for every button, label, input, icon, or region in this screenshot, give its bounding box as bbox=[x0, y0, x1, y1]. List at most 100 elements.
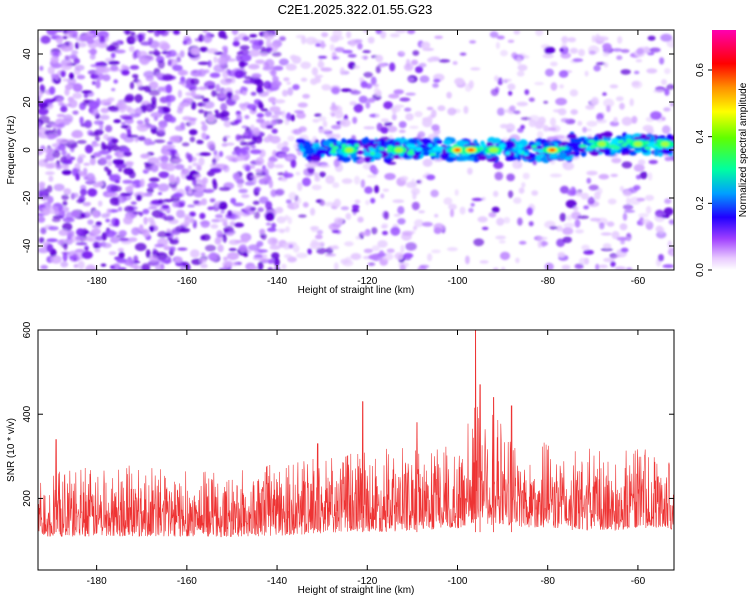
heatmap-cell bbox=[252, 256, 264, 261]
heatmap-cell bbox=[622, 204, 634, 210]
heatmap-cell bbox=[622, 212, 628, 221]
heatmap-cell bbox=[234, 239, 245, 244]
heatmap-cell bbox=[223, 48, 228, 55]
heatmap-cell bbox=[598, 148, 606, 153]
heatmap-cell bbox=[225, 155, 236, 160]
heatmap-cell bbox=[535, 154, 542, 163]
heatmap-cell bbox=[263, 31, 269, 39]
heatmap-cell bbox=[274, 258, 280, 267]
spectrogram-panel: -180 -160 -140 -120 -100 -80 -60 -40 -20 0 20 40 H… bbox=[6, 29, 675, 296]
heatmap-cell bbox=[134, 94, 143, 103]
heatmap-cell bbox=[572, 134, 577, 139]
heatmap-cell bbox=[181, 142, 190, 147]
heatmap-cell bbox=[292, 84, 300, 91]
heatmap-cell bbox=[39, 84, 45, 91]
heatmap-cell bbox=[311, 227, 318, 233]
heatmap-cell bbox=[621, 116, 633, 126]
heatmap-cell bbox=[381, 223, 389, 229]
heatmap-cell bbox=[507, 83, 516, 91]
heatmap-cell bbox=[330, 245, 339, 250]
heatmap-cell bbox=[647, 35, 656, 41]
heatmap-cell bbox=[374, 185, 380, 194]
heatmap-cell bbox=[107, 105, 120, 112]
heatmap-cell bbox=[46, 185, 53, 193]
heatmap-cell bbox=[120, 124, 128, 129]
heatmap-cell bbox=[314, 175, 321, 182]
heatmap-cell bbox=[427, 57, 434, 63]
heatmap-cell bbox=[179, 50, 185, 58]
heatmap-cell bbox=[124, 30, 131, 35]
heatmap-cell bbox=[659, 135, 666, 139]
heatmap-cell bbox=[325, 247, 334, 255]
heatmap-cell bbox=[522, 172, 530, 180]
heatmap-cell bbox=[410, 143, 416, 149]
heatmap-cell bbox=[619, 186, 625, 192]
heatmap-cell bbox=[157, 129, 165, 134]
heatmap-hotspot bbox=[345, 147, 354, 153]
heatmap-cell bbox=[83, 162, 91, 166]
heatmap-cell bbox=[333, 217, 344, 225]
heatmap-cell bbox=[354, 150, 365, 155]
heatmap-cell bbox=[39, 191, 49, 195]
heatmap-cell bbox=[63, 188, 72, 196]
heatmap-cell bbox=[411, 178, 416, 186]
heatmap-cell bbox=[516, 70, 525, 77]
heatmap-cell bbox=[463, 105, 469, 114]
heatmap-cell bbox=[331, 87, 340, 95]
heatmap-cell bbox=[399, 264, 406, 270]
heatmap-hotspot bbox=[394, 147, 403, 153]
heatmap-cell bbox=[100, 263, 107, 267]
heatmap-cell bbox=[199, 212, 206, 220]
heatmap-cell bbox=[60, 70, 66, 78]
heatmap-cell bbox=[133, 255, 139, 264]
heatmap-cell bbox=[60, 45, 72, 52]
heatmap-cell bbox=[124, 161, 134, 166]
x-tick-label: -120 bbox=[357, 576, 377, 587]
heatmap-cell bbox=[512, 160, 523, 170]
spectrogram-x-axis: -180 -160 -140 -120 -100 -80 -60 bbox=[87, 30, 646, 287]
heatmap-cell bbox=[165, 94, 176, 103]
heatmap-cell bbox=[472, 139, 478, 145]
heatmap-cell bbox=[300, 61, 312, 69]
heatmap-cell bbox=[407, 30, 416, 35]
heatmap-cell bbox=[375, 30, 383, 35]
colorbar: 0.0 0.2 0.4 0.6 Normalized spectral amplitu… bbox=[695, 30, 749, 277]
heatmap-cell bbox=[56, 113, 66, 118]
heatmap-cell bbox=[205, 188, 215, 192]
heatmap-cell bbox=[39, 65, 44, 71]
heatmap-cell bbox=[61, 251, 70, 255]
heatmap-cell bbox=[390, 226, 401, 236]
heatmap-cell bbox=[328, 223, 340, 231]
heatmap-cell bbox=[269, 135, 281, 144]
heatmap-cell bbox=[123, 151, 132, 157]
heatmap-cell bbox=[120, 121, 126, 125]
heatmap-cell bbox=[346, 140, 357, 145]
heatmap-cell bbox=[319, 164, 331, 168]
heatmap-cell bbox=[259, 52, 268, 57]
heatmap-cell bbox=[364, 186, 373, 194]
heatmap-cell bbox=[407, 150, 415, 156]
heatmap-cell bbox=[562, 236, 572, 244]
heatmap-cell bbox=[248, 49, 261, 57]
heatmap-cell bbox=[236, 111, 241, 114]
heatmap-cell bbox=[473, 238, 485, 247]
heatmap-cell bbox=[48, 133, 59, 139]
x-tick-label: -100 bbox=[447, 576, 467, 587]
heatmap-cell bbox=[623, 142, 630, 145]
heatmap-cell bbox=[265, 201, 273, 210]
snr-x-axis: -180 -160 -140 -120 -100 -80 -60 bbox=[87, 330, 646, 587]
heatmap-cell bbox=[161, 204, 170, 210]
heatmap-cell bbox=[215, 214, 223, 219]
heatmap-cell bbox=[198, 86, 208, 91]
heatmap-cell bbox=[500, 266, 506, 270]
heatmap-cell bbox=[217, 244, 224, 253]
heatmap-cell bbox=[600, 248, 613, 251]
heatmap-cell bbox=[648, 159, 658, 165]
heatmap-cell bbox=[367, 262, 376, 267]
heatmap-cell bbox=[559, 212, 566, 222]
heatmap-cell bbox=[256, 118, 265, 124]
heatmap-cell bbox=[644, 194, 655, 201]
heatmap-cell bbox=[615, 96, 624, 102]
heatmap-cell bbox=[235, 54, 242, 62]
heatmap-cell bbox=[316, 229, 324, 235]
